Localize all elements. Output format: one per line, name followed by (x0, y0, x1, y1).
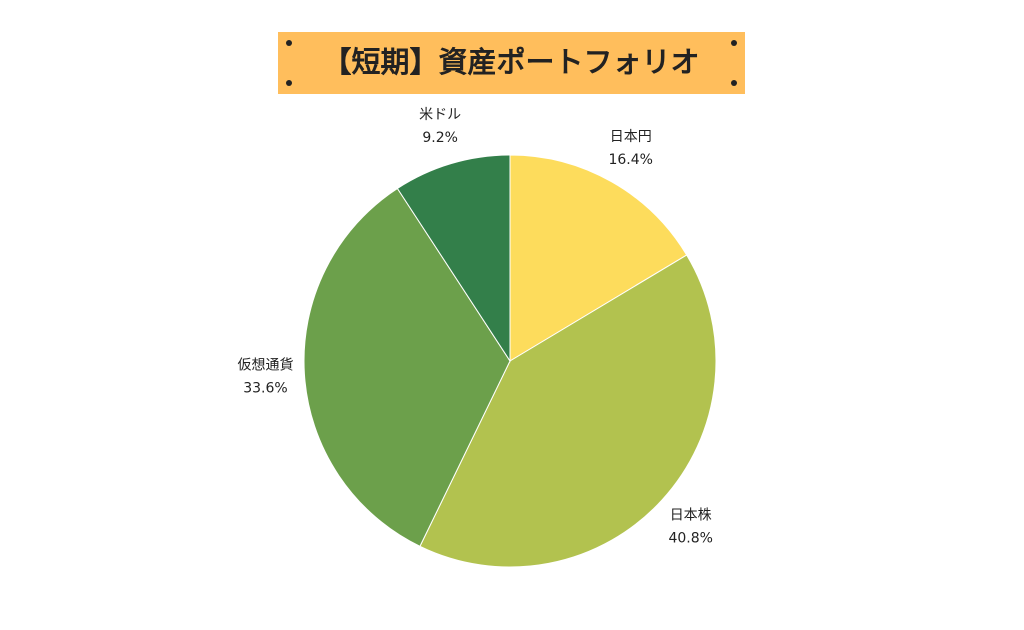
slice-label: 米ドル (419, 107, 461, 123)
slice-label: 日本株 (670, 507, 712, 523)
slice-value-label: 33.6% (243, 380, 287, 396)
title-dot (731, 40, 737, 46)
chart-title: 【短期】資産ポートフォリオ (322, 45, 699, 79)
title-box (278, 32, 745, 94)
pie-slice (303, 187, 511, 547)
slice-value-label: 16.4% (608, 152, 652, 168)
title-dot (286, 80, 292, 86)
title-dot (286, 40, 292, 46)
slice-label: 仮想通貨 (237, 356, 293, 373)
title-dot (731, 80, 737, 86)
slice-value-label: 40.8% (668, 530, 712, 546)
slice-value-label: 9.2% (422, 130, 458, 146)
pie-slice (509, 154, 688, 362)
pie-slice (396, 154, 511, 363)
pie-slice (419, 254, 717, 568)
slice-label: 日本円 (610, 129, 652, 145)
